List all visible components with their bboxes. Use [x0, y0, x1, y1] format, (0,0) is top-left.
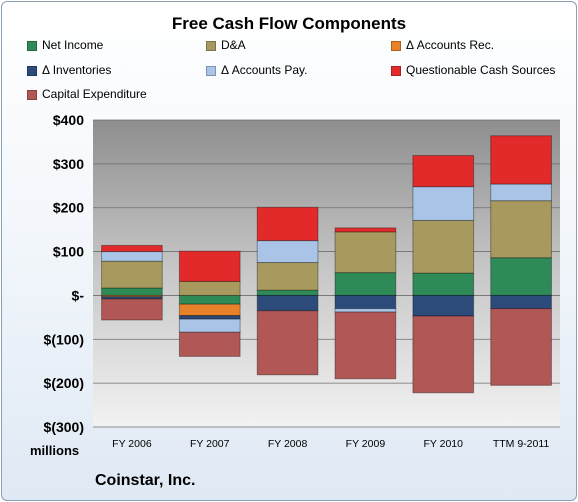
legend-item-inventories: Δ Inventories [27, 63, 111, 77]
company-name: Coinstar, Inc. [95, 472, 196, 489]
legend-swatch-accounts-pay [206, 65, 216, 76]
plot-area [93, 120, 560, 427]
legend-item-net-income: Net Income [27, 38, 103, 52]
gridlines [93, 119, 560, 428]
bar-segment [101, 287, 163, 296]
bar-segment [101, 244, 163, 253]
bar-segment [178, 331, 241, 357]
legend-swatch-inventories [27, 65, 37, 76]
legend-swatch-da [206, 40, 216, 51]
bar-segment [490, 294, 552, 310]
legend-label: Questionable Cash Sources [406, 63, 556, 77]
bar-segment [490, 257, 552, 296]
bar-segment [412, 155, 475, 188]
bar-segment [334, 308, 397, 313]
legend-label: D&A [221, 38, 246, 52]
bar-segment [412, 219, 475, 274]
bar-segment [412, 315, 475, 394]
legend-label: Δ Accounts Rec. [406, 38, 495, 52]
x-tick-label: TTM 9-2011 [493, 438, 550, 450]
bar-segment [101, 260, 163, 289]
bar-segment [178, 280, 241, 296]
y-tick-label: $100 [53, 244, 84, 260]
legend-label: Net Income [42, 38, 104, 52]
y-tick-label: $300 [53, 156, 84, 172]
legend-item-da: D&A [206, 38, 246, 52]
bar-segment [101, 294, 163, 298]
y-tick-label: $200 [53, 200, 84, 216]
legend-swatch-net-income [27, 40, 37, 51]
y-tick-label: $(100) [44, 331, 84, 347]
y-tick-label: $(300) [44, 419, 84, 435]
bar-segment [412, 272, 475, 296]
bar-segment [490, 308, 552, 386]
bar-segment [490, 200, 552, 259]
y-axis-ticks: $400 $300 $200 $100 $- $(100) $(200) $(300) [44, 112, 85, 435]
legend-swatch-questionable [391, 65, 401, 76]
bar-segment [256, 294, 319, 312]
legend-swatch-accounts-rec [391, 40, 401, 51]
x-tick-label: FY 2009 [346, 438, 386, 450]
bar-segment [178, 294, 241, 305]
units-label: millions [30, 443, 80, 458]
legend-item-questionable: Questionable Cash Sources [391, 63, 555, 77]
x-tick-label: FY 2007 [190, 438, 230, 450]
bar-segment [490, 183, 552, 202]
bar-segment [256, 289, 319, 296]
legend-label: Capital Expenditure [42, 87, 147, 101]
bar-segment [256, 206, 319, 242]
bar-segment [412, 294, 475, 317]
y-tick-label: $400 [53, 112, 84, 128]
bar-segment [334, 272, 397, 296]
chart-title: Free Cash Flow Components [171, 14, 407, 33]
bar-segment [334, 227, 397, 233]
legend-label: Δ Inventories [42, 63, 112, 77]
bar-segment [490, 135, 552, 185]
bar-segment [178, 318, 241, 333]
legend-item-accounts-pay: Δ Accounts Pay. [206, 63, 308, 77]
bar-segment [178, 315, 241, 320]
bar-segment [256, 310, 319, 376]
x-tick-label: FY 2008 [268, 438, 308, 450]
y-tick-label: $- [72, 287, 85, 303]
x-tick-label: FY 2006 [112, 438, 152, 450]
bar-segment [178, 250, 241, 282]
legend-swatch-capex [27, 89, 37, 100]
legend-item-accounts-rec: Δ Accounts Rec. [391, 38, 494, 52]
bar-segment [412, 186, 475, 221]
bar-segment [101, 251, 163, 262]
legend-item-capex: Capital Expenditure [27, 87, 147, 101]
bar-segment [334, 294, 397, 310]
y-tick-label: $(200) [44, 375, 84, 391]
bar-segment [256, 262, 319, 291]
legend-label: Δ Accounts Pay. [221, 63, 308, 77]
bars [101, 135, 552, 394]
bar-segment [256, 240, 319, 264]
bar-segment [101, 298, 163, 321]
bar-segment [334, 231, 397, 274]
bar-segment [178, 303, 241, 317]
x-tick-label: FY 2010 [423, 438, 463, 450]
x-axis-ticks: FY 2006 FY 2007 FY 2008 FY 2009 FY 2010 TTM 9… [112, 438, 549, 450]
bar-segment [334, 311, 397, 380]
